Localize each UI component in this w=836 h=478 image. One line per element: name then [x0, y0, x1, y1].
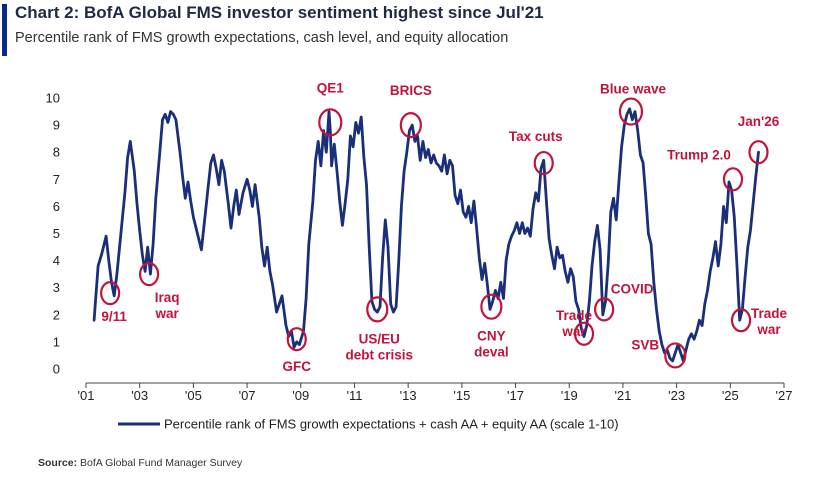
annotation-label-line: debt crisis	[346, 347, 414, 362]
y-tick-label: 1	[53, 334, 60, 349]
annotation-label: Iraq war	[154, 290, 179, 321]
annotation-label-line: Jan'26	[738, 114, 780, 129]
chart-subtitle: Percentile rank of FMS growth expectatio…	[15, 30, 509, 46]
x-tick-label: '07	[239, 388, 256, 403]
annotation-label-line: Blue wave	[600, 82, 667, 97]
y-tick-label: 6	[53, 199, 60, 214]
annotation-circle	[594, 297, 615, 322]
annotation-label: Trade war	[556, 308, 593, 339]
x-tick-label: '15	[453, 388, 470, 403]
annotation-label: CNY deval	[474, 329, 509, 360]
legend-label: Percentile rank of FMS growth expectatio…	[164, 417, 619, 432]
annotation-label-line: war	[561, 324, 586, 339]
x-tick-label: '23	[668, 388, 685, 403]
annotation-circle	[533, 150, 554, 176]
annotation-circle	[730, 308, 752, 333]
x-tick-label: '17	[507, 388, 524, 403]
annotation-label: Jan'26	[738, 114, 780, 129]
x-tick-label: '03	[131, 388, 148, 403]
annotation-label: BRICS	[390, 83, 432, 98]
annotation-label: QE1	[317, 80, 345, 95]
annotation-label: Blue wave	[600, 82, 667, 97]
annotation-circle	[399, 111, 422, 139]
y-tick-label: 10	[46, 91, 60, 106]
x-tick-label: '11	[346, 388, 362, 403]
x-tick-label: '09	[292, 388, 309, 403]
annotation-label-line: Iraq	[155, 290, 180, 305]
annotation-label-line: war	[756, 322, 781, 337]
annotation-label: GFC	[282, 359, 311, 374]
annotation-label: COVID	[611, 281, 654, 296]
annotation-label-line: Tax cuts	[509, 129, 563, 144]
annotation-circle	[286, 327, 307, 352]
annotation-circle	[722, 167, 744, 192]
y-tick-label: 8	[53, 145, 60, 160]
annotation-label-line: COVID	[611, 281, 654, 296]
annotation-circle	[366, 296, 389, 323]
annotation-circle	[748, 140, 769, 165]
x-tick-label: '25	[722, 388, 739, 403]
annotation-label: US/EU debt crisis	[346, 331, 414, 362]
annotation-label-line: Trump 2.0	[667, 147, 731, 162]
annotation-circle	[138, 262, 160, 287]
annotation-label: SVB	[631, 337, 659, 352]
x-tick-label: '01	[78, 388, 95, 403]
annotation-label-line: US/EU	[359, 331, 400, 346]
y-tick-label: 4	[53, 253, 60, 268]
annotation-label: Trump 2.0	[667, 147, 731, 162]
annotation-circle	[664, 342, 687, 369]
annotation-circle	[618, 97, 644, 126]
annotation-circle	[318, 108, 343, 137]
annotation-circle	[480, 293, 503, 320]
annotation-label-line: 9/11	[101, 309, 127, 324]
annotation-label-line: deval	[474, 345, 509, 360]
x-tick-label: '27	[776, 388, 793, 403]
annotation-label: 9/11	[101, 309, 127, 324]
source-label: Source:	[38, 457, 78, 469]
annotation-label-line: war	[154, 306, 179, 321]
y-tick-label: 2	[53, 307, 60, 322]
source-text: BofA Global Fund Manager Survey	[80, 457, 243, 469]
annotation-circle	[573, 321, 595, 346]
source-note: Source: BofA Global Fund Manager Survey	[38, 457, 242, 469]
x-tick-label: '19	[561, 388, 578, 403]
y-tick-label: 0	[53, 362, 60, 377]
annotation-label-line: Trade	[556, 308, 593, 323]
annotation-circle	[100, 281, 121, 306]
y-tick-label: 9	[53, 118, 60, 133]
annotation-label-line: CNY	[477, 329, 506, 344]
annotation-label-line: BRICS	[390, 83, 432, 98]
y-tick-label: 5	[53, 226, 60, 241]
title-accent-bar	[2, 4, 7, 56]
annotation-label-line: Trade	[751, 306, 788, 321]
annotation-label: Trade war	[751, 306, 788, 337]
y-tick-label: 3	[53, 280, 60, 295]
annotation-label-line: GFC	[282, 359, 311, 374]
x-tick-label: '21	[614, 388, 631, 403]
annotation-label-line: QE1	[317, 80, 345, 95]
x-tick-label: '13	[400, 388, 417, 403]
x-tick-label: '05	[185, 388, 202, 403]
series-line	[92, 107, 760, 363]
annotation-label-line: SVB	[631, 337, 659, 352]
y-tick-label: 7	[53, 172, 60, 187]
annotation-label: Tax cuts	[509, 129, 563, 144]
chart-title: Chart 2: BofA Global FMS investor sentim…	[15, 3, 544, 22]
